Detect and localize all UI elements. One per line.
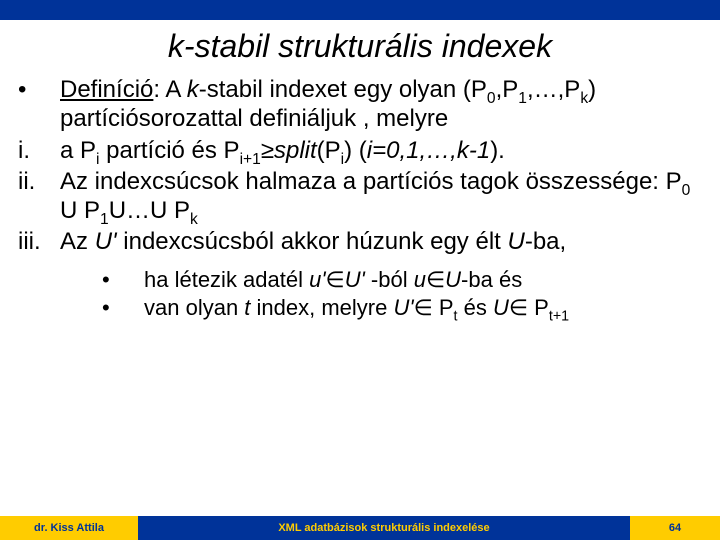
roman-ii: ii. [18, 167, 60, 226]
roman-ii-row: ii. Az indexcsúcsok halmaza a partíciós … [18, 167, 702, 226]
top-bar [0, 0, 720, 20]
sub-b-row: • van olyan t index, melyre U'∈ Pt és U∈… [102, 295, 702, 322]
sub-bullet: • [102, 295, 144, 322]
sub-bullet: • [102, 267, 144, 294]
definition-row: • Definíció: A k-stabil indexet egy olya… [18, 75, 702, 134]
sublist: • ha létezik adatél u'∈U' -ból u∈U-ba és… [102, 267, 702, 323]
bullet: • [18, 75, 60, 134]
slide-content: • Definíció: A k-stabil indexet egy olya… [0, 75, 720, 322]
slide-title: k-stabil strukturális indexek [0, 28, 720, 65]
roman-i: i. [18, 136, 60, 165]
roman-i-body: a Pi partíció és Pi+1≥split(Pi) (i=0,1,…… [60, 136, 702, 165]
footer-author: dr. Kiss Attila [0, 516, 138, 540]
footer: dr. Kiss Attila XML adatbázisok struktur… [0, 516, 720, 540]
footer-page: 64 [630, 516, 720, 540]
title-k: k [168, 28, 184, 64]
sub-a-body: ha létezik adatél u'∈U' -ból u∈U-ba és [144, 267, 702, 294]
sub-a-row: • ha létezik adatél u'∈U' -ból u∈U-ba és [102, 267, 702, 294]
def-label: Definíció [60, 76, 153, 103]
roman-i-row: i. a Pi partíció és Pi+1≥split(Pi) (i=0,… [18, 136, 702, 165]
sub-b-body: van olyan t index, melyre U'∈ Pt és U∈ P… [144, 295, 702, 322]
roman-iii-row: iii. Az U' indexcsúcsból akkor húzunk eg… [18, 227, 702, 256]
title-rest: -stabil strukturális indexek [184, 28, 552, 64]
roman-ii-body: Az indexcsúcsok halmaza a partíciós tago… [60, 167, 702, 226]
footer-title: XML adatbázisok strukturális indexelése [138, 516, 630, 540]
definition-body: Definíció: A k-stabil indexet egy olyan … [60, 75, 702, 134]
roman-iii: iii. [18, 227, 60, 256]
roman-iii-body: Az U' indexcsúcsból akkor húzunk egy élt… [60, 227, 702, 256]
